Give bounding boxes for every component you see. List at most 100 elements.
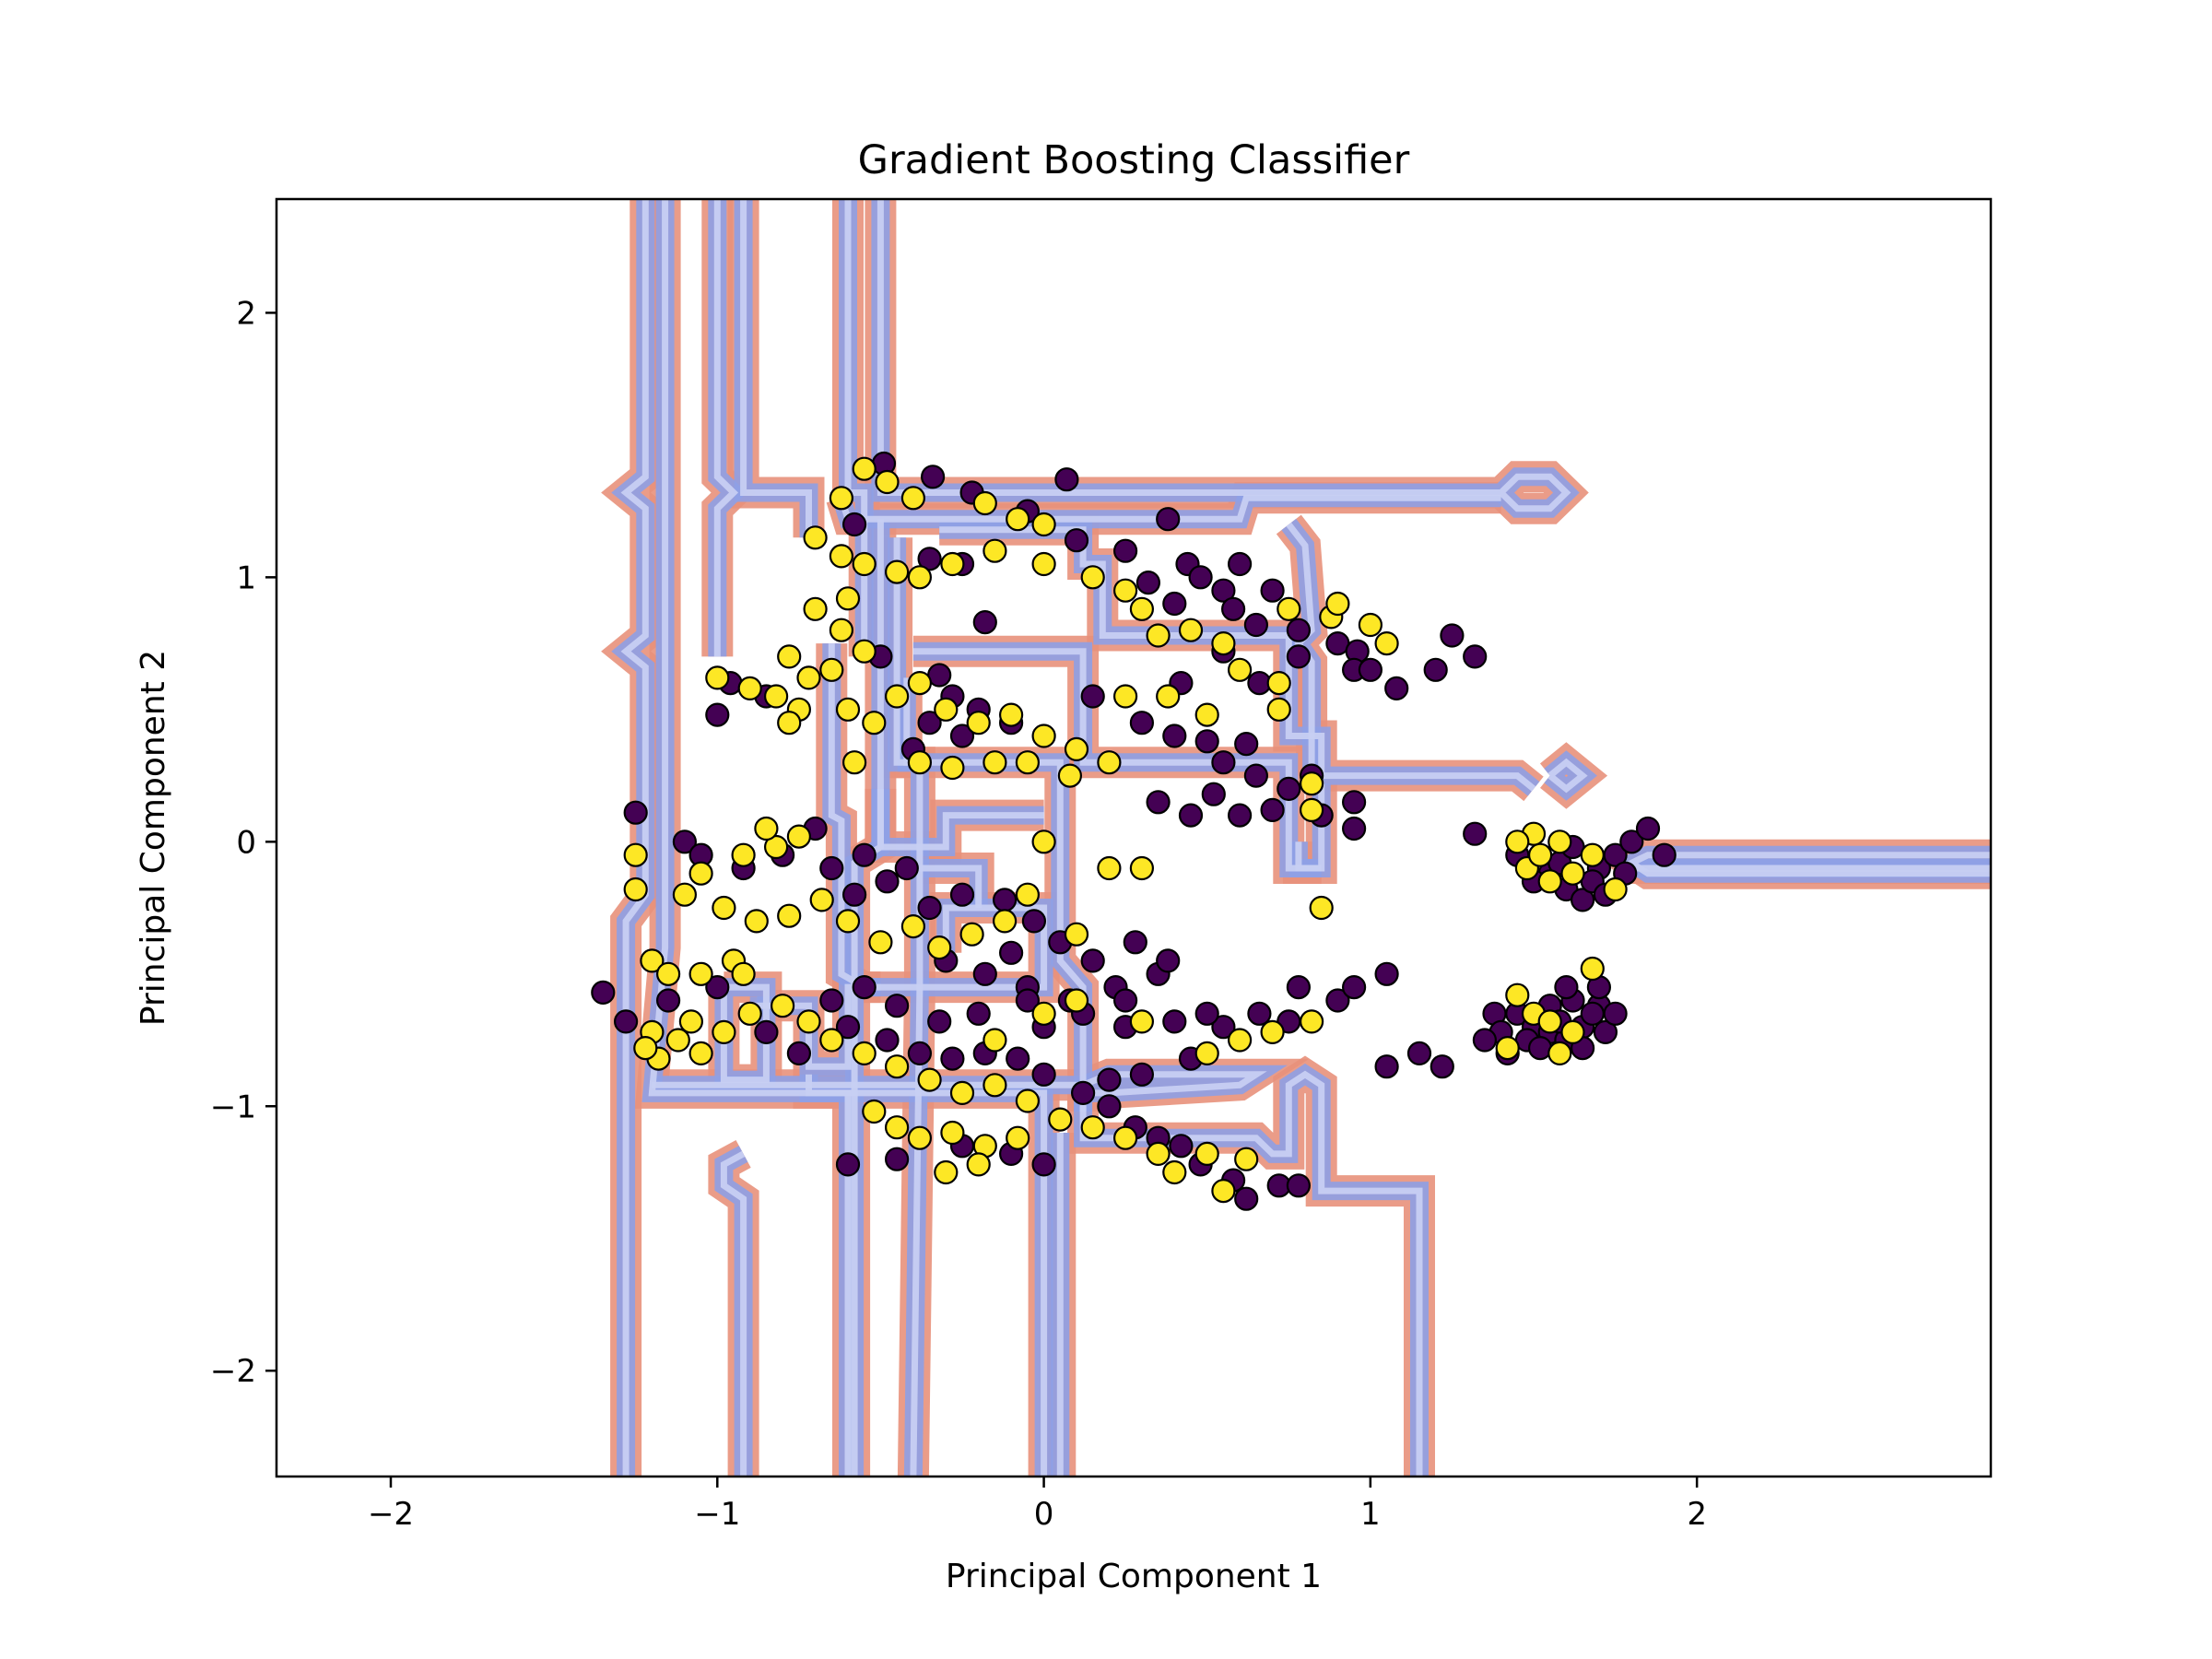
point-class1-10 <box>884 559 910 584</box>
y-tick-label-1: −1 <box>210 1088 256 1125</box>
point-class1-14 <box>1031 551 1056 577</box>
point-class1-143 <box>1580 842 1605 867</box>
point-class0-6 <box>841 512 867 537</box>
point-class1-19 <box>803 596 828 621</box>
point-class0-125 <box>1169 1134 1194 1159</box>
x-axis-ticks: −2 −1 0 1 2 <box>368 1477 1707 1533</box>
point-class0-170 <box>1472 1028 1498 1053</box>
point-class0-87 <box>1112 988 1138 1013</box>
point-class1-78 <box>1015 882 1041 907</box>
point-class1-70 <box>777 903 802 928</box>
point-class0-77 <box>1080 948 1105 973</box>
point-class1-41 <box>907 750 933 775</box>
point-class0-120 <box>852 974 877 1000</box>
point-class1-109 <box>940 1120 965 1146</box>
point-class1-32 <box>966 711 991 735</box>
point-class1-122 <box>1031 1001 1056 1026</box>
point-class0-85 <box>998 940 1024 965</box>
point-class0-98 <box>940 1046 965 1071</box>
point-class1-60 <box>777 711 802 735</box>
boundary-line-2-5 <box>877 199 1571 512</box>
point-class1-56 <box>1358 612 1383 638</box>
point-class1-51 <box>1178 618 1204 642</box>
point-class1-9 <box>852 551 877 577</box>
point-class0-67 <box>819 855 844 881</box>
point-class0-113 <box>1162 1009 1187 1034</box>
point-class1-103 <box>949 1080 975 1106</box>
point-class0-16 <box>1260 578 1285 603</box>
point-class1-31 <box>934 697 959 722</box>
point-class0-147 <box>1652 842 1677 867</box>
point-class1-47 <box>1299 771 1324 796</box>
x-tick-label-0: −2 <box>368 1496 414 1533</box>
point-class1-42 <box>1112 684 1138 709</box>
point-class0-75 <box>1021 909 1047 934</box>
point-class0-101 <box>1031 1062 1056 1087</box>
point-class1-124 <box>1194 1041 1219 1066</box>
point-class1-5 <box>1006 507 1030 532</box>
point-class1-140 <box>1560 861 1585 886</box>
point-class1-118 <box>1234 1147 1259 1171</box>
point-class1-144 <box>1505 830 1530 854</box>
point-class1-99 <box>819 1028 844 1053</box>
point-class0-15 <box>1211 578 1236 603</box>
point-class0-35 <box>705 702 730 727</box>
y-axis-ticks: −2 −1 0 1 2 <box>210 295 276 1390</box>
point-class0-166 <box>1593 1019 1618 1045</box>
point-class1-74 <box>900 913 926 939</box>
point-class0-54 <box>1201 782 1226 806</box>
point-class1-22 <box>819 657 844 682</box>
point-class1-38 <box>1015 750 1041 775</box>
point-class0-119 <box>884 994 910 1018</box>
boundary-line-2-1 <box>648 199 852 1477</box>
point-class0-83 <box>972 961 997 986</box>
point-class0-112 <box>1194 1001 1219 1026</box>
point-class1-52 <box>1146 623 1171 648</box>
point-class1-46 <box>1266 670 1291 696</box>
point-class1-95 <box>712 1019 736 1045</box>
point-class0-58 <box>1341 790 1367 815</box>
point-class1-104 <box>982 1073 1007 1098</box>
boundary-line-2-26 <box>1547 758 1588 794</box>
point-class0-91 <box>655 988 681 1013</box>
point-class1-68 <box>712 895 736 921</box>
point-class0-41 <box>917 711 942 735</box>
point-class0-135 <box>1286 1173 1312 1198</box>
point-class1-90 <box>665 1028 690 1053</box>
point-class0-109 <box>1325 988 1350 1013</box>
point-class1-65 <box>754 816 779 841</box>
point-class0-26 <box>1463 644 1488 669</box>
point-class0-93 <box>754 1019 779 1045</box>
point-class0-145 <box>1619 830 1644 854</box>
point-class0-88 <box>1156 948 1181 973</box>
point-class0-106 <box>1211 1015 1236 1040</box>
point-class0-46 <box>1162 724 1187 748</box>
point-class1-112 <box>1048 1107 1073 1132</box>
point-class1-1 <box>829 486 854 511</box>
point-class0-110 <box>1341 974 1367 1000</box>
y-tick-label-0: −2 <box>210 1353 256 1390</box>
point-class0-137 <box>1406 1041 1432 1066</box>
point-class1-86 <box>688 961 713 986</box>
point-class1-91 <box>688 1041 713 1066</box>
point-class1-6 <box>1031 512 1056 537</box>
point-class0-25 <box>1440 623 1465 648</box>
point-class1-24 <box>777 644 802 669</box>
point-class0-134 <box>835 1152 861 1177</box>
point-class1-57 <box>1374 630 1399 656</box>
point-class0-133 <box>884 1147 910 1171</box>
point-class1-61 <box>841 750 867 775</box>
point-class1-27 <box>835 697 861 722</box>
boundary-line-2-4 <box>844 199 868 657</box>
point-class0-5 <box>1156 507 1181 532</box>
point-class0-102 <box>1070 1080 1096 1106</box>
boundary-line-2-18 <box>806 1074 1048 1477</box>
point-class1-102 <box>917 1067 942 1092</box>
point-class0-92 <box>705 974 730 1000</box>
point-class1-128 <box>1129 1009 1155 1034</box>
point-class1-23 <box>796 665 821 690</box>
point-class0-94 <box>786 1041 812 1066</box>
boundary-line-2-19 <box>720 1150 747 1477</box>
